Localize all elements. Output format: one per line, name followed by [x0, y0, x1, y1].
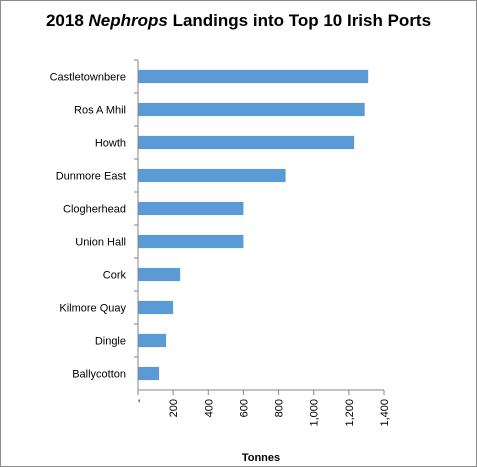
category-label: Cork — [103, 270, 127, 282]
bar-series — [138, 69, 369, 381]
x-tick-label: - — [133, 399, 145, 403]
x-axis-ticks: - 200 400 600 800 1,000 1,200 1,400 — [133, 390, 391, 427]
chart-title: 2018 Nephrops Landings into Top 10 Irish… — [0, 11, 477, 31]
bar-howth — [138, 135, 355, 150]
category-label: Howth — [95, 138, 126, 150]
category-label: Castletownbere — [50, 72, 126, 84]
x-tick-label: 800 — [274, 399, 286, 417]
category-label: Dingle — [95, 336, 126, 348]
chart-title-prefix: 2018 — [45, 11, 89, 30]
x-tick-label: 600 — [238, 399, 250, 417]
category-label: Union Hall — [75, 237, 126, 249]
category-labels: Castletownbere Ros A Mhil Howth Dunmore Eas… — [50, 59, 138, 381]
x-tick-label: 200 — [168, 399, 180, 417]
bar-ballycotton — [138, 366, 160, 381]
bar-castletownbere — [138, 69, 369, 84]
chart-title-italic: Nephrops — [88, 11, 168, 30]
bar-clogherhead — [138, 201, 244, 216]
category-label: Kilmore Quay — [59, 303, 126, 315]
bar-ros-a-mhil — [138, 102, 365, 117]
bar-dunmore-east — [138, 168, 286, 183]
x-tick-label: 1,200 — [344, 399, 356, 427]
category-label: Ros A Mhil — [74, 105, 126, 117]
chart-title-suffix: Landings into Top 10 Irish Ports — [167, 11, 432, 30]
category-label: Ballycotton — [72, 369, 126, 381]
category-label: Clogherhead — [63, 204, 126, 216]
category-label: Dunmore East — [56, 171, 126, 183]
bar-kilmore-quay — [138, 300, 174, 315]
bar-dingle — [138, 333, 167, 348]
x-axis-title: Tonnes — [242, 452, 280, 464]
bar-union-hall — [138, 234, 244, 249]
x-tick-label: 1,400 — [379, 399, 391, 427]
x-tick-label: 400 — [203, 399, 215, 417]
x-tick-label: 1,000 — [309, 399, 321, 427]
bar-cork — [138, 267, 181, 282]
